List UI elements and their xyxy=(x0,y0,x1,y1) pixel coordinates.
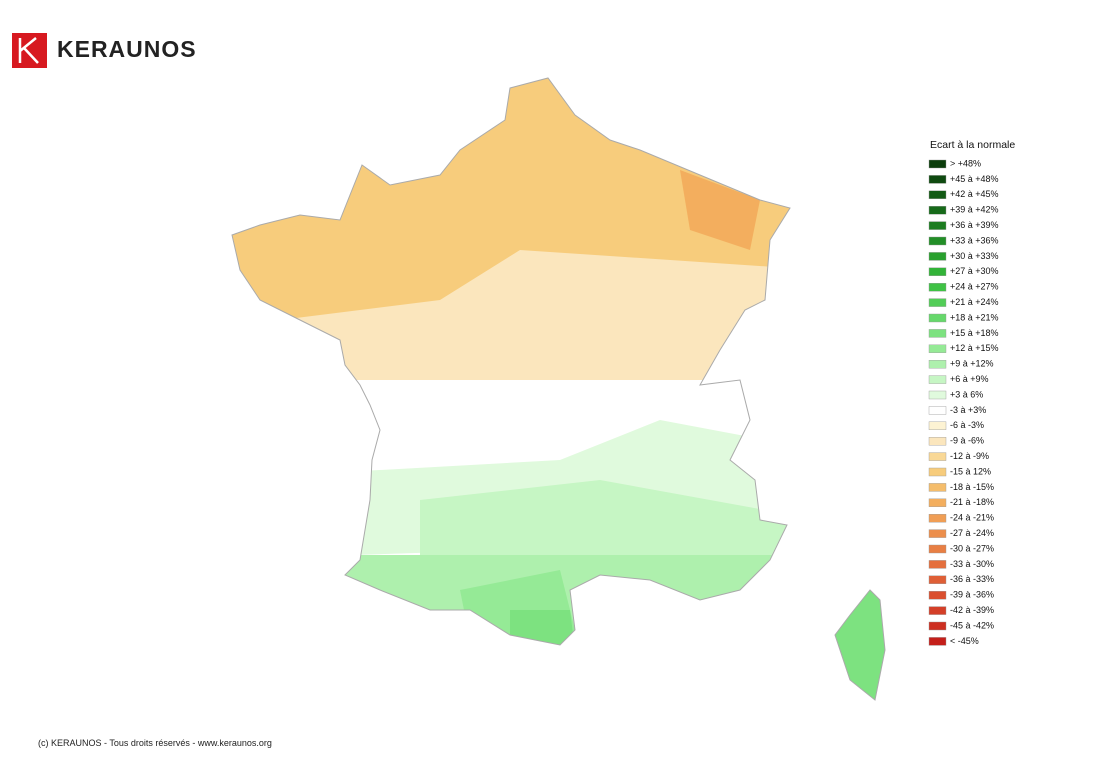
legend-label: -39 à -36% xyxy=(950,590,994,600)
legend-label: -18 à -15% xyxy=(950,482,994,492)
footer: (c) KERAUNOS - Tous droits réservés - ww… xyxy=(38,738,272,748)
legend-swatch xyxy=(928,421,947,430)
legend-label: -12 à -9% xyxy=(950,451,989,461)
legend-swatch xyxy=(928,621,947,631)
legend-label: +3 à 6% xyxy=(950,389,983,399)
legend-label: -36 à -33% xyxy=(950,574,994,584)
legend-label: +45 à +48% xyxy=(950,174,999,184)
legend-label: +30 à +33% xyxy=(950,251,999,261)
legend-swatch xyxy=(928,452,947,461)
legend-label: +18 à +21% xyxy=(950,312,999,322)
legend-label: -6 à -3% xyxy=(950,420,984,430)
legend-label: +33 à +36% xyxy=(950,235,999,245)
legend-label: +12 à +15% xyxy=(950,343,999,353)
legend-swatch xyxy=(928,236,947,246)
legend-label: +39 à +42% xyxy=(950,205,999,215)
legend-label: -21 à -18% xyxy=(950,497,994,507)
legend-swatch xyxy=(928,190,947,200)
legend-swatch xyxy=(928,175,947,184)
legend-label: < -45% xyxy=(950,636,979,646)
legend-swatch xyxy=(928,529,947,538)
legend-swatch xyxy=(928,591,947,600)
legend-swatch xyxy=(928,329,947,338)
legend-swatch xyxy=(928,283,947,292)
legend-label: +6 à +9% xyxy=(950,374,989,384)
legend-swatch xyxy=(928,221,947,230)
legend-swatch xyxy=(928,437,947,446)
legend-label: -42 à -39% xyxy=(950,605,994,615)
legend-swatch xyxy=(928,467,947,477)
legend-title: Ecart à la normale xyxy=(930,139,1015,151)
legend-swatch xyxy=(928,483,947,492)
legend-swatch xyxy=(928,498,947,507)
logo-mark xyxy=(12,33,47,68)
legend-swatch xyxy=(928,637,947,646)
legend-label: -3 à +3% xyxy=(950,405,986,415)
legend-label: -15 à 12% xyxy=(950,466,991,476)
legend-label: +15 à +18% xyxy=(950,328,999,338)
legend-label: +9 à +12% xyxy=(950,359,994,369)
logo-name: KERAUNOS xyxy=(57,36,197,62)
legend-label: +24 à +27% xyxy=(950,282,999,292)
logo: KERAUNOS xyxy=(12,33,197,68)
legend-swatch xyxy=(928,344,947,353)
legend-label: -9 à -6% xyxy=(950,436,984,446)
legend-swatch xyxy=(928,159,947,169)
legend-swatch xyxy=(928,360,947,369)
legend-swatch xyxy=(928,267,947,276)
legend-label: +27 à +30% xyxy=(950,266,999,276)
legend-swatch xyxy=(928,560,947,569)
legend-swatch xyxy=(928,406,947,415)
legend-swatch xyxy=(928,544,947,554)
corsica xyxy=(834,589,886,701)
logo-k xyxy=(18,37,39,64)
legend-label: -45 à -42% xyxy=(950,620,994,630)
legend: Ecart à la normale > +48% +45 à +48% +42 à… xyxy=(928,139,1015,646)
france-outline xyxy=(231,77,791,646)
legend-label: +42 à +45% xyxy=(950,189,999,199)
legend-swatch xyxy=(928,575,947,584)
legend-swatch xyxy=(928,298,947,307)
legend-label: -30 à -27% xyxy=(950,543,994,553)
legend-swatch xyxy=(928,390,947,400)
legend-swatch xyxy=(928,252,947,261)
legend-label: > +48% xyxy=(950,158,981,168)
legend-label: -27 à -24% xyxy=(950,528,994,538)
legend-swatch xyxy=(928,205,947,215)
legend-swatch xyxy=(928,606,947,615)
legend-swatch xyxy=(928,514,947,523)
legend-label: +36 à +39% xyxy=(950,220,999,230)
legend-swatch xyxy=(928,313,947,323)
legend-label: +21 à +24% xyxy=(950,297,999,307)
legend-swatch xyxy=(928,375,947,384)
legend-label: -24 à -21% xyxy=(950,513,994,523)
legend-label: -33 à -30% xyxy=(950,559,994,569)
france-map xyxy=(232,78,790,645)
